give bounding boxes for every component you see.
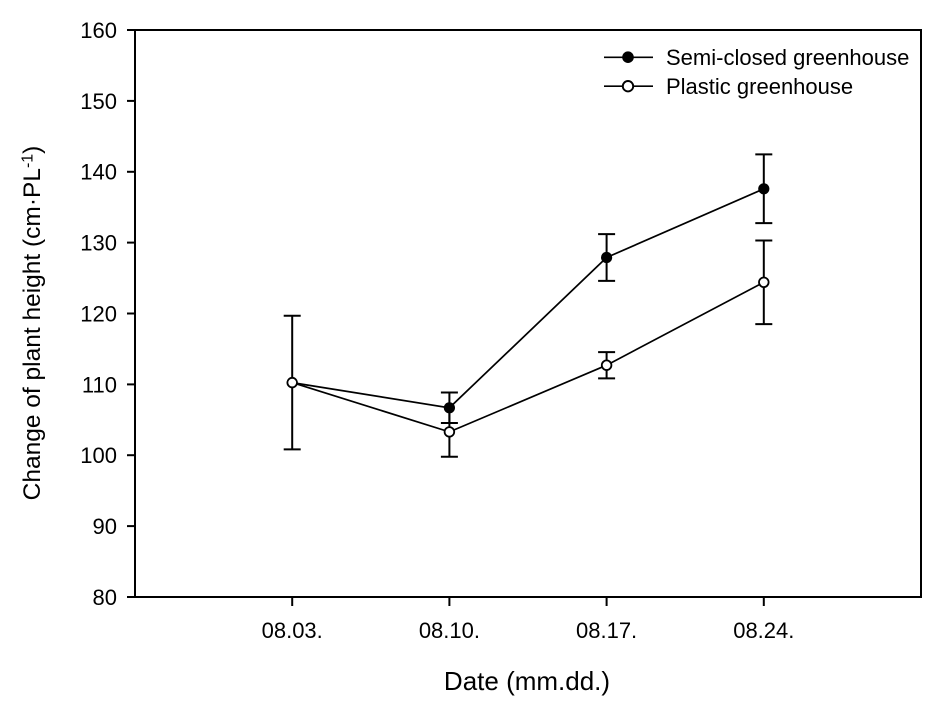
svg-text:08.10.: 08.10. [419,618,480,643]
svg-text:Semi-closed greenhouse: Semi-closed greenhouse [666,45,909,70]
svg-text:Date (mm.dd.): Date (mm.dd.) [444,666,610,696]
svg-text:Change of plant height (cm·PL-: Change of plant height (cm·PL-1) [19,146,46,501]
svg-text:08.03.: 08.03. [262,618,323,643]
svg-text:90: 90 [93,514,117,539]
svg-text:130: 130 [80,231,117,256]
svg-text:100: 100 [80,443,117,468]
svg-text:150: 150 [80,89,117,114]
svg-text:08.17.: 08.17. [576,618,637,643]
svg-text:80: 80 [93,585,117,610]
svg-text:110: 110 [82,372,117,397]
svg-text:08.24.: 08.24. [733,618,794,643]
svg-text:120: 120 [80,301,117,326]
svg-text:160: 160 [80,18,117,43]
svg-text:140: 140 [80,160,117,185]
svg-text:Plastic greenhouse: Plastic greenhouse [666,74,853,99]
